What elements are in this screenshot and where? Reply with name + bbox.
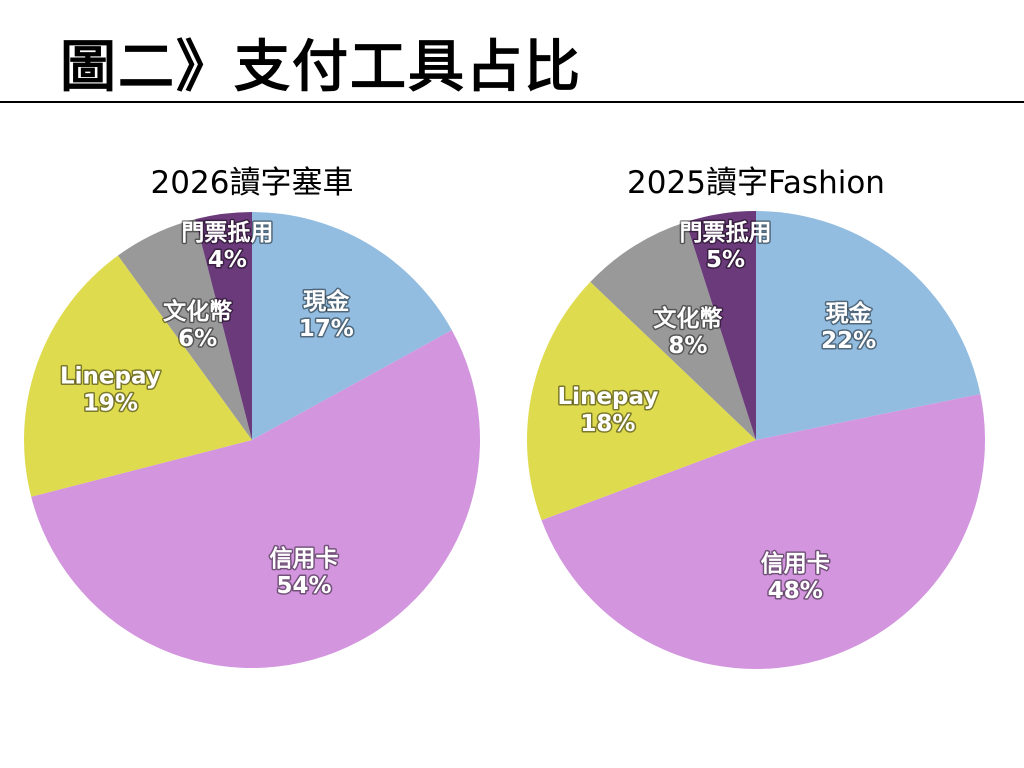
- pie2026-slice-linepay: [23, 255, 252, 497]
- pie2025-slice-credit-card: [541, 394, 986, 670]
- page-title: 圖二》支付工具占比: [60, 35, 582, 100]
- pie2026-label-ticket-offset: 門票抵用: [181, 220, 273, 246]
- pie2025-value-cash: 22%: [821, 328, 876, 354]
- pie2026-slice-credit-card: [31, 330, 481, 668]
- pie2026-slice-cash: [252, 212, 452, 440]
- pie2026-slice-ticket-offset: [195, 212, 252, 440]
- pie2026-value-credit-card: 54%: [277, 573, 332, 599]
- pie2025-label-culture-coin: 文化幣: [653, 305, 722, 332]
- pie2026-value-linepay: 19%: [83, 391, 138, 417]
- pie2026-label-cash: 現金: [303, 288, 350, 315]
- pie2025-label-ticket-offset: 門票抵用: [679, 220, 771, 246]
- pie2025-value-linepay: 18%: [580, 411, 635, 437]
- pie2025-slice-linepay: [526, 281, 756, 521]
- pie2025-label-credit-card: 信用卡: [761, 550, 830, 577]
- pie2026-label-credit-card: 信用卡: [270, 545, 339, 572]
- pie2025-slice-culture-coin: [590, 221, 756, 440]
- pie2026-label-culture-coin: 文化幣: [163, 298, 232, 325]
- pie2025-slice-cash: [756, 211, 981, 440]
- pie2025-label-linepay: Linepay: [558, 384, 659, 410]
- pie2025-label-cash: 現金: [826, 300, 873, 327]
- pie2025-value-ticket-offset: 5%: [706, 247, 745, 273]
- pie2025-value-credit-card: 48%: [768, 578, 823, 604]
- pie-chart-title-2025: 2025讀字Fashion: [627, 165, 885, 201]
- pie-chart-title-2026: 2026讀字塞車: [150, 165, 354, 201]
- pie2026-value-ticket-offset: 4%: [208, 247, 247, 273]
- pie2026-value-cash: 17%: [299, 316, 354, 342]
- pie2025-value-culture-coin: 8%: [668, 333, 707, 359]
- pie2025-slice-ticket-offset: [685, 211, 756, 440]
- pie2026-label-linepay: Linepay: [60, 364, 161, 390]
- title-divider: [0, 101, 1024, 103]
- pie2026-value-culture-coin: 6%: [178, 326, 217, 352]
- pie2026-slice-culture-coin: [117, 219, 253, 440]
